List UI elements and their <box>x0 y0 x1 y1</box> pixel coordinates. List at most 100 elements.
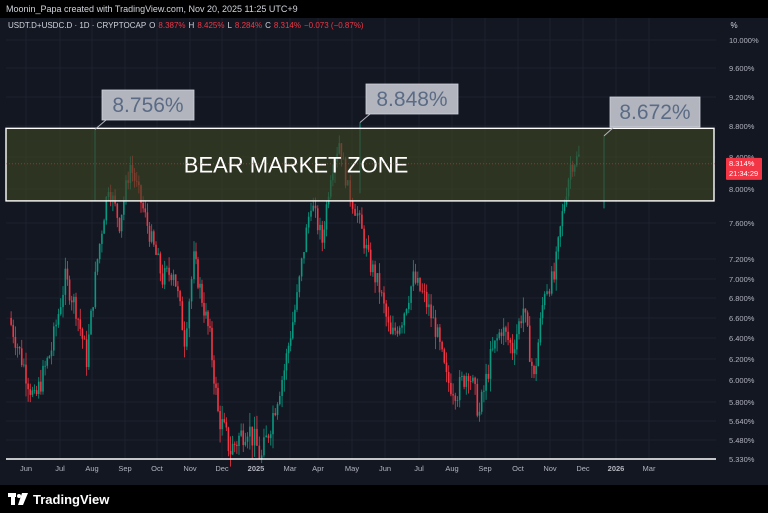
y-axis[interactable]: 10.000% 9.600% 9.200% 8.800% 8.400% 8.000% 7.6… <box>729 36 759 464</box>
candle-body <box>394 327 396 331</box>
candle-body <box>358 213 361 215</box>
candle-body <box>186 328 188 347</box>
y-tick-label: 6.000% <box>729 376 755 385</box>
candle-body <box>363 228 365 249</box>
y-tick-label: 5.330% <box>729 455 755 464</box>
y-tick-label: 5.800% <box>729 398 755 407</box>
legend-low-label: L <box>227 21 232 30</box>
price-tag-countdown: 21:34:29 <box>729 169 758 178</box>
chart-canvas[interactable]: BEAR MARKET ZONE 10.000% 9.600% 9.200% 8.80… <box>0 0 768 485</box>
candle-body <box>256 428 258 446</box>
candle-body <box>522 308 525 324</box>
percent-scale-button[interactable]: % <box>726 18 742 32</box>
candle-body <box>251 426 254 446</box>
callout-box <box>101 89 195 121</box>
candle-body <box>491 348 494 350</box>
candle-body <box>155 244 157 255</box>
footer-brand[interactable]: TradingView <box>33 491 110 507</box>
y-tick-label: 8.000% <box>729 185 755 194</box>
candle-body <box>55 324 57 327</box>
candle-body <box>296 292 298 310</box>
candle-body <box>177 286 179 292</box>
candle-body <box>539 318 542 343</box>
candle-body <box>68 279 71 301</box>
candle-body <box>474 377 476 384</box>
candle-body <box>428 304 430 308</box>
x-tick-label: 2026 <box>608 464 625 473</box>
candle-body <box>197 259 199 288</box>
candle-body <box>463 376 465 387</box>
candle-body <box>543 294 546 306</box>
candle-body <box>260 455 263 459</box>
candle-body <box>223 419 226 423</box>
candle-body <box>439 327 441 342</box>
candle-body <box>37 381 40 394</box>
candle-body <box>276 404 279 416</box>
candle-body <box>533 365 535 375</box>
candle-body <box>387 316 390 323</box>
x-tick-label: Dec <box>215 464 229 473</box>
legend-close-label: C <box>265 21 271 30</box>
candle-body <box>524 308 527 313</box>
callout-leader <box>603 126 615 137</box>
candle-body <box>319 224 321 231</box>
candle-body <box>209 326 211 328</box>
candle-body <box>541 305 544 319</box>
candle-body <box>480 391 483 412</box>
candle-body <box>452 394 454 396</box>
candle-body <box>467 376 470 382</box>
candle-body <box>485 373 487 391</box>
candle-body <box>401 325 403 328</box>
candle-body <box>414 271 417 283</box>
callout-label: 8.672% <box>619 101 690 124</box>
y-tick-label: 5.480% <box>729 436 755 445</box>
price-tag-box <box>726 157 762 180</box>
x-tick-label: Jul <box>414 464 424 473</box>
candle-body <box>300 258 303 277</box>
candle-body <box>85 339 88 367</box>
candle-body <box>94 271 97 308</box>
candle-body <box>29 389 32 395</box>
candle-body <box>303 252 305 259</box>
candle-body <box>215 383 217 388</box>
candle-body <box>161 273 164 285</box>
candle-body <box>217 387 219 411</box>
candle-body <box>25 364 27 384</box>
candle-body <box>516 334 518 350</box>
legend-close: 8.314% <box>273 21 301 30</box>
candle-body <box>242 430 245 446</box>
candle-body <box>461 376 463 378</box>
candle-body <box>405 309 408 314</box>
candle-body <box>253 428 256 446</box>
bear-market-zone-label: BEAR MARKET ZONE <box>184 153 409 178</box>
y-tick-label: 9.200% <box>729 93 755 102</box>
price-tag-value: 8.314% <box>729 159 755 168</box>
bear-zone-layer: BEAR MARKET ZONE <box>5 127 716 460</box>
candle-body <box>101 233 103 244</box>
candle-body <box>170 274 173 281</box>
candle-body <box>90 310 92 335</box>
candle-body <box>312 205 315 211</box>
x-tick-label: May <box>345 464 359 473</box>
x-tick-label: Jun <box>20 464 32 473</box>
y-tick-label: 6.400% <box>729 334 755 343</box>
candle-body <box>225 422 228 428</box>
callout-box <box>609 96 701 128</box>
candle-body <box>520 321 522 324</box>
candle-body <box>48 356 51 359</box>
x-axis[interactable]: Jun Jul Aug Sep Oct Nov Dec 2025 Mar Apr May Jun Jul… <box>20 464 656 473</box>
x-tick-label: Oct <box>151 464 164 473</box>
candle-body <box>64 268 67 295</box>
y-tick-label: 7.000% <box>729 275 755 284</box>
tradingview-logo-icon[interactable] <box>8 493 28 505</box>
candle-body <box>83 338 86 340</box>
legend: USDT.D+USDC.D · 1D · CRYPTOCAP O 8.387% H… <box>8 21 364 30</box>
candle-body <box>412 271 415 287</box>
x-tick-label: 2025 <box>248 464 265 473</box>
footer: TradingView <box>0 485 768 513</box>
candle-body <box>436 327 439 337</box>
candle-body <box>172 274 175 281</box>
candle-body <box>207 311 209 327</box>
candle-body <box>240 430 242 436</box>
candle-body <box>374 264 376 283</box>
